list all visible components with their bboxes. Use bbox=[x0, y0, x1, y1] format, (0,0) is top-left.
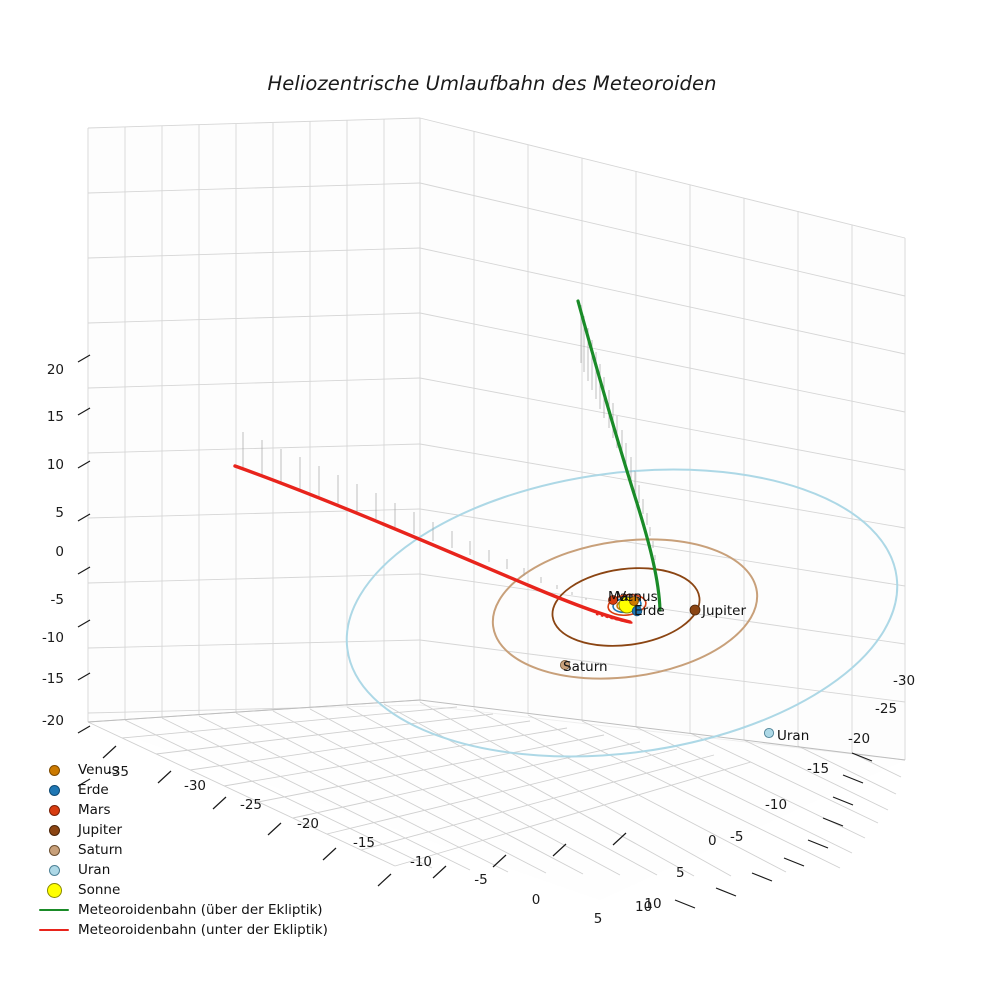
legend-label-trajectory-above: Meteoroidenbahn (über der Ekliptik) bbox=[78, 902, 323, 918]
marker-saturn[interactable] bbox=[560, 660, 571, 671]
marker-erde[interactable] bbox=[631, 605, 643, 617]
plot-label-jupiter: Jupiter bbox=[701, 603, 746, 619]
z-tick-label: 10 bbox=[47, 457, 64, 473]
z-tick-label: -15 bbox=[42, 671, 64, 687]
legend-marker-mars-icon bbox=[36, 804, 72, 816]
z-tick-label: 15 bbox=[47, 409, 64, 425]
y-tick-label: 0 bbox=[708, 833, 717, 849]
orbit-saturn bbox=[491, 538, 759, 680]
legend-line-above-icon bbox=[36, 908, 72, 912]
orbit-mars bbox=[607, 593, 647, 617]
legend-item-sonne[interactable]: Sonne bbox=[36, 880, 336, 900]
y-tick-label: -15 bbox=[807, 761, 829, 777]
x-tick-label: -25 bbox=[240, 797, 262, 813]
legend-item-erde[interactable]: Erde bbox=[36, 780, 336, 800]
plot-label-uran: Uran bbox=[777, 728, 809, 744]
z-axis-tick-labels: 20 15 10 5 0 -5 -10 -15 -20 bbox=[42, 362, 64, 729]
legend-label-saturn: Saturn bbox=[78, 842, 123, 858]
z-tick-label: 0 bbox=[55, 544, 64, 560]
legend-item-uran[interactable]: Uran bbox=[36, 860, 336, 880]
x-axis-tick-labels: -35 -30 -25 -20 -15 -10 -5 0 5 10 bbox=[107, 764, 662, 927]
legend-item-trajectory-above[interactable]: Meteoroidenbahn (über der Ekliptik) bbox=[36, 900, 336, 920]
legend-label-trajectory-below: Meteoroidenbahn (unter der Ekliptik) bbox=[78, 922, 328, 938]
plot-label-saturn: Saturn bbox=[563, 659, 608, 675]
pane-left-wall bbox=[87, 117, 421, 722]
legend-marker-uran-icon bbox=[36, 864, 72, 876]
x-tick-label: -35 bbox=[107, 764, 129, 780]
z-tick-label: 5 bbox=[55, 505, 64, 521]
legend-item-jupiter[interactable]: Jupiter bbox=[36, 820, 336, 840]
orbit-uranus bbox=[345, 468, 899, 758]
y-tick-label: -30 bbox=[893, 673, 915, 689]
x-tick-label: -10 bbox=[410, 854, 432, 870]
marker-uran[interactable] bbox=[763, 727, 775, 739]
pane-right-wall bbox=[419, 117, 906, 761]
legend-item-saturn[interactable]: Saturn bbox=[36, 840, 336, 860]
x-tick-label: -20 bbox=[297, 816, 319, 832]
marker-jupiter[interactable] bbox=[689, 604, 701, 616]
y-tick-label: -10 bbox=[765, 797, 787, 813]
y-tick-label: -25 bbox=[875, 701, 897, 717]
z-axis-ticks bbox=[77, 354, 91, 787]
legend-label-venus: Venus bbox=[78, 762, 119, 778]
marker-mars[interactable] bbox=[608, 595, 618, 605]
z-tick-label: -10 bbox=[42, 630, 64, 646]
x-axis-ticks bbox=[102, 745, 627, 887]
legend-marker-venus-icon bbox=[36, 764, 72, 776]
legend-item-mars[interactable]: Mars bbox=[36, 800, 336, 820]
z-tick-label: -20 bbox=[42, 713, 64, 729]
x-tick-label: 5 bbox=[594, 911, 603, 927]
legend-label-sonne: Sonne bbox=[78, 882, 121, 898]
trajectory-above-ecliptic bbox=[576, 299, 662, 612]
legend-marker-saturn-icon bbox=[36, 844, 72, 856]
x-tick-label: 0 bbox=[532, 892, 541, 908]
plot-label-erde: Erde bbox=[634, 603, 665, 619]
y-tick-label: -20 bbox=[848, 731, 870, 747]
x-tick-label: -15 bbox=[353, 835, 375, 851]
y-tick-label: 5 bbox=[676, 865, 685, 881]
legend-item-trajectory-below[interactable]: Meteoroidenbahn (unter der Ekliptik) bbox=[36, 920, 336, 940]
legend-marker-jupiter-icon bbox=[36, 824, 72, 836]
z-tick-label: 20 bbox=[47, 362, 64, 378]
page-title: Heliozentrische Umlaufbahn des Meteoroid… bbox=[267, 72, 717, 95]
legend-label-jupiter: Jupiter bbox=[78, 822, 123, 838]
trajectory-below-ecliptic bbox=[233, 464, 634, 624]
body-markers: Mars Venus Erde Jupiter Saturn Uran bbox=[560, 589, 809, 744]
legend-label-erde: Erde bbox=[78, 782, 109, 798]
z-tick-label: -5 bbox=[51, 592, 64, 608]
x-tick-label: -30 bbox=[184, 778, 206, 794]
legend-label-mars: Mars bbox=[78, 802, 111, 818]
orbit-jupiter bbox=[551, 567, 701, 647]
legend-line-below-icon bbox=[36, 928, 72, 932]
x-tick-label: 10 bbox=[644, 896, 661, 912]
x-tick-label: -5 bbox=[474, 872, 487, 888]
legend-marker-sonne-icon bbox=[36, 882, 72, 898]
legend: Venus Erde Mars Jupiter Saturn bbox=[36, 760, 336, 940]
y-axis-ticks bbox=[674, 752, 873, 909]
y-tick-label: 10 bbox=[635, 899, 652, 915]
plot-label-venus: Venus bbox=[617, 589, 658, 605]
legend-item-venus[interactable]: Venus bbox=[36, 760, 336, 780]
stem-lines-below bbox=[242, 432, 587, 600]
y-axis-tick-labels: -30 -25 -20 -15 -10 -5 0 5 10 bbox=[635, 673, 915, 915]
y-tick-label: -5 bbox=[730, 829, 743, 845]
legend-label-uran: Uran bbox=[78, 862, 111, 878]
legend-marker-erde-icon bbox=[36, 784, 72, 796]
marker-venus[interactable] bbox=[629, 596, 639, 606]
